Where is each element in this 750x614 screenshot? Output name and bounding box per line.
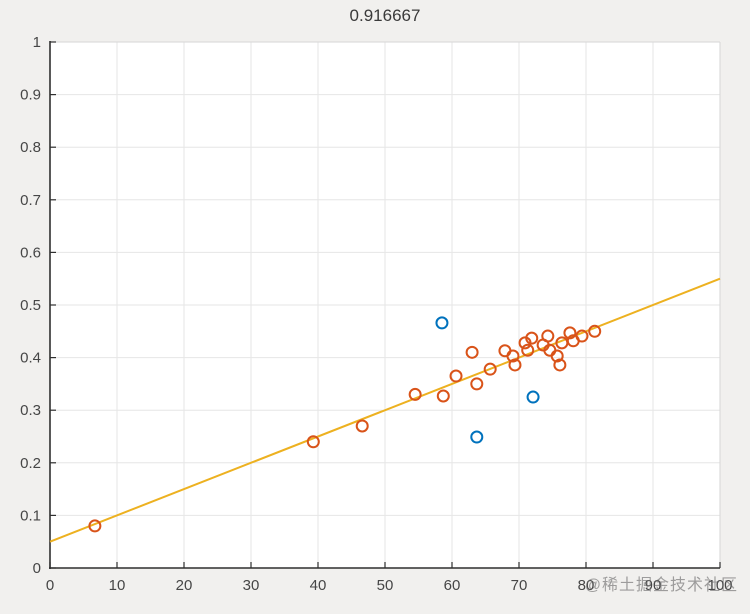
scatter-orange-point [525,331,539,345]
scatter-orange-point [449,369,463,383]
scatter-orange-point [483,362,497,376]
scatter-orange-point [553,358,567,372]
scatter-blue-point [470,430,484,444]
scatter-blue-point [526,390,540,404]
y-tick-label: 0.9 [20,87,41,104]
scatter-orange-point [506,349,520,363]
y-tick-label: 0 [33,560,41,577]
x-tick-label: 20 [176,577,193,594]
scatter-orange-point [588,324,602,338]
x-tick-label: 50 [377,577,394,594]
y-tick-label: 0.6 [20,244,41,261]
y-tick-label: 0.5 [20,297,41,314]
x-tick-label: 30 [243,577,260,594]
x-tick-label: 100 [707,577,732,594]
scatter-orange-point [436,389,450,403]
x-tick-label: 0 [46,577,54,594]
scatter-orange-point [355,419,369,433]
scatter-orange-point [575,329,589,343]
scatter-orange-point [408,387,422,401]
y-tick-label: 1 [33,34,41,51]
scatter-orange-point [550,349,564,363]
y-tick-label: 0.1 [20,507,41,524]
scatter-orange-point [521,343,535,357]
x-tick-label: 70 [511,577,528,594]
scatter-orange-point [465,345,479,359]
chart-title: 0.916667 [349,6,421,25]
fit-line [49,277,721,543]
scatter-orange-point [541,329,555,343]
scatter-orange-point [470,377,484,391]
x-tick-label: 60 [444,577,461,594]
scatter-orange-point [88,519,102,533]
x-tick-label: 40 [310,577,327,594]
scatter-orange-point [563,326,577,340]
scatter-orange-point [508,358,522,372]
y-tick-label: 0.2 [20,455,41,472]
y-tick-label: 0.8 [20,139,41,156]
scatter-orange-point [306,435,320,449]
y-tick-label: 0.4 [20,350,41,367]
x-tick-label: 90 [645,577,662,594]
scatter-blue-point [435,316,449,330]
x-tick-label: 80 [578,577,595,594]
y-tick-label: 0.7 [20,192,41,209]
y-tick-label: 0.3 [20,402,41,419]
x-tick-label: 10 [109,577,126,594]
